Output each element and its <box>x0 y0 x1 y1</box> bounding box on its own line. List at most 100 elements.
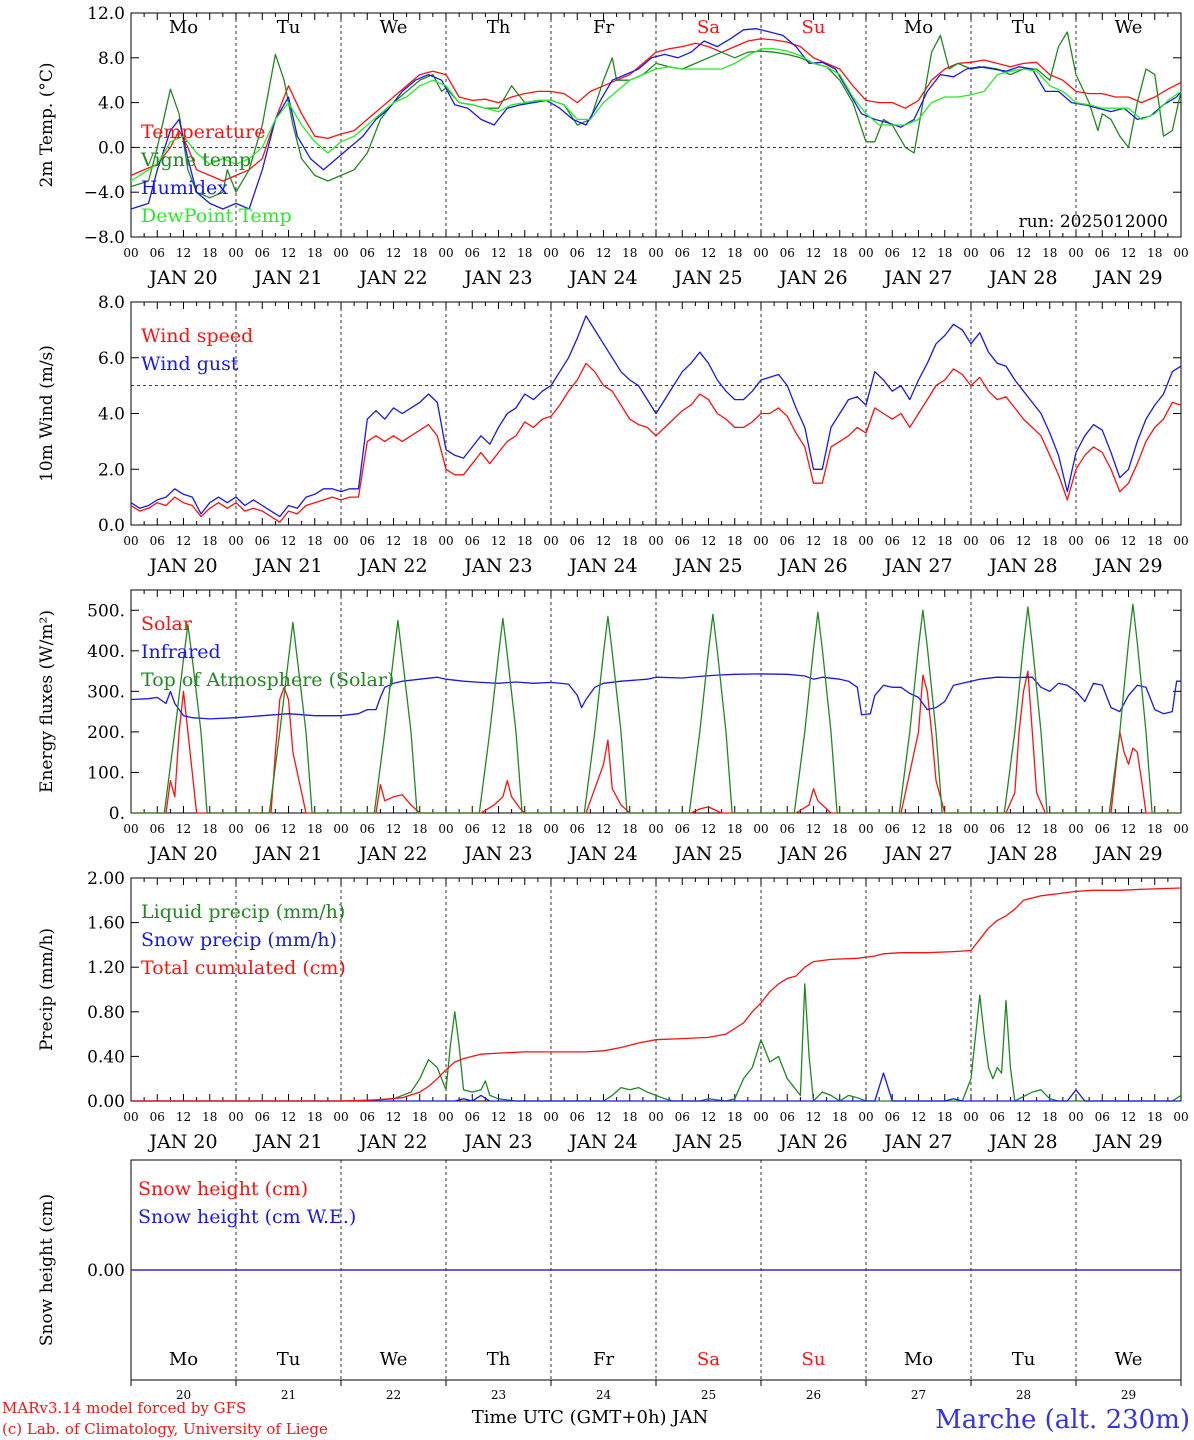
hour-tick-label: 12 <box>911 822 926 836</box>
date-label: JAN 25 <box>672 1131 742 1153</box>
date-label: JAN 25 <box>672 555 742 577</box>
hour-tick-label: 18 <box>1042 534 1057 548</box>
hour-tick-label: 18 <box>937 246 952 260</box>
date-label: JAN 27 <box>882 267 952 289</box>
y-tick-label: 200. <box>87 723 125 743</box>
hour-tick-label: 00 <box>123 822 138 836</box>
hour-tick-label: 12 <box>806 246 821 260</box>
hour-tick-label: 18 <box>832 1110 847 1124</box>
y-tick-label: −8.0 <box>84 228 125 248</box>
hour-tick-label: 18 <box>622 534 637 548</box>
hour-tick-label: 06 <box>1095 534 1110 548</box>
hour-tick-label: 00 <box>1068 534 1083 548</box>
series-line-blue <box>131 1072 1181 1102</box>
y-axis-label: Snow height (cm) <box>37 1194 57 1346</box>
y-tick-label: 0.40 <box>87 1047 125 1067</box>
hour-tick-label: 12 <box>491 534 506 548</box>
weekday-label: Tu <box>1012 1349 1036 1370</box>
hour-tick-label: 18 <box>727 534 742 548</box>
date-label: JAN 23 <box>462 1131 532 1153</box>
hour-tick-label: 00 <box>753 1110 768 1124</box>
hour-tick-label: 00 <box>543 822 558 836</box>
day-number-label: 22 <box>386 1388 401 1402</box>
hour-tick-label: 00 <box>228 822 243 836</box>
weekday-label: Tu <box>277 17 301 38</box>
hour-tick-label: 12 <box>281 246 296 260</box>
hour-tick-label: 00 <box>543 1110 558 1124</box>
y-tick-label: 0.00 <box>87 1261 125 1281</box>
hour-tick-label: 12 <box>911 534 926 548</box>
hour-tick-label: 06 <box>780 246 795 260</box>
hour-tick-label: 00 <box>753 246 768 260</box>
hour-tick-label: 18 <box>412 822 427 836</box>
date-label: JAN 24 <box>567 555 637 577</box>
day-number-label: 25 <box>701 1388 716 1402</box>
hour-tick-label: 00 <box>753 534 768 548</box>
hour-tick-label: 06 <box>465 246 480 260</box>
day-number-label: 20 <box>176 1388 191 1402</box>
hour-tick-label: 18 <box>307 822 322 836</box>
date-label: JAN 22 <box>357 843 427 865</box>
hour-tick-label: 00 <box>438 822 453 836</box>
hour-tick-label: 18 <box>307 1110 322 1124</box>
day-number-label: 27 <box>911 1388 926 1402</box>
hour-tick-label: 00 <box>228 246 243 260</box>
hour-tick-label: 18 <box>307 534 322 548</box>
date-label: JAN 22 <box>357 555 427 577</box>
hour-tick-label: 06 <box>255 1110 270 1124</box>
y-tick-label: 1.60 <box>87 914 125 934</box>
y-tick-label: 0.80 <box>87 1003 125 1023</box>
legend-entry: Total cumulated (cm) <box>141 957 346 979</box>
plot-frame <box>130 12 1182 238</box>
y-tick-label: 400. <box>87 642 125 662</box>
hour-tick-label: 12 <box>596 1110 611 1124</box>
legend-entry: Snow precip (mm/h) <box>141 929 337 951</box>
weekday-label: Su <box>802 1349 826 1370</box>
y-tick-label: 12.0 <box>87 4 125 24</box>
legend-entry: Snow height (cm W.E.) <box>138 1206 356 1228</box>
series-line-red <box>131 887 1182 1102</box>
date-label: JAN 27 <box>882 555 952 577</box>
run-label: run: 2025012000 <box>1019 212 1168 232</box>
hour-tick-label: 18 <box>202 1110 217 1124</box>
hour-tick-label: 18 <box>412 1110 427 1124</box>
y-tick-label: 300. <box>87 682 125 702</box>
hour-tick-label: 00 <box>1068 246 1083 260</box>
date-label: JAN 24 <box>567 843 637 865</box>
hour-tick-label: 18 <box>1147 822 1162 836</box>
y-tick-label: 6.0 <box>98 349 125 369</box>
hour-tick-label: 18 <box>412 246 427 260</box>
hour-tick-label: 18 <box>1042 246 1057 260</box>
date-label: JAN 25 <box>672 843 742 865</box>
x-axis-title: Time UTC (GMT+0h) JAN <box>472 1407 709 1428</box>
hour-tick-label: 12 <box>701 246 716 260</box>
hour-tick-label: 00 <box>1173 822 1188 836</box>
date-label: JAN 21 <box>252 555 322 577</box>
hour-tick-label: 18 <box>622 822 637 836</box>
date-label: JAN 28 <box>987 267 1057 289</box>
hour-tick-label: 18 <box>202 822 217 836</box>
y-axis-label: 2m Temp. (°C) <box>37 62 57 187</box>
hour-tick-label: 12 <box>176 822 191 836</box>
date-label: JAN 26 <box>777 1131 847 1153</box>
hour-tick-label: 00 <box>963 534 978 548</box>
hour-tick-label: 06 <box>885 246 900 260</box>
legend-entry: Temperature <box>141 121 265 143</box>
date-label: JAN 28 <box>987 843 1057 865</box>
weekday-label: Tu <box>1012 17 1036 38</box>
date-label: JAN 26 <box>777 267 847 289</box>
date-label: JAN 29 <box>1092 843 1162 865</box>
hour-tick-label: 12 <box>491 822 506 836</box>
hour-tick-label: 18 <box>1147 1110 1162 1124</box>
panel-5: 0.00 Snow height (cm) Mo Tu We Th Fr Sa Su Mo Tu We… <box>37 1159 1182 1402</box>
hour-tick-label: 12 <box>491 246 506 260</box>
hour-tick-label: 00 <box>228 534 243 548</box>
hour-tick-label: 00 <box>1068 1110 1083 1124</box>
hour-tick-label: 06 <box>360 1110 375 1124</box>
weekday-label: Mo <box>904 17 933 38</box>
hour-tick-label: 18 <box>622 246 637 260</box>
date-label: JAN 20 <box>147 1131 217 1153</box>
hour-tick-label: 06 <box>150 822 165 836</box>
hour-tick-label: 06 <box>780 534 795 548</box>
